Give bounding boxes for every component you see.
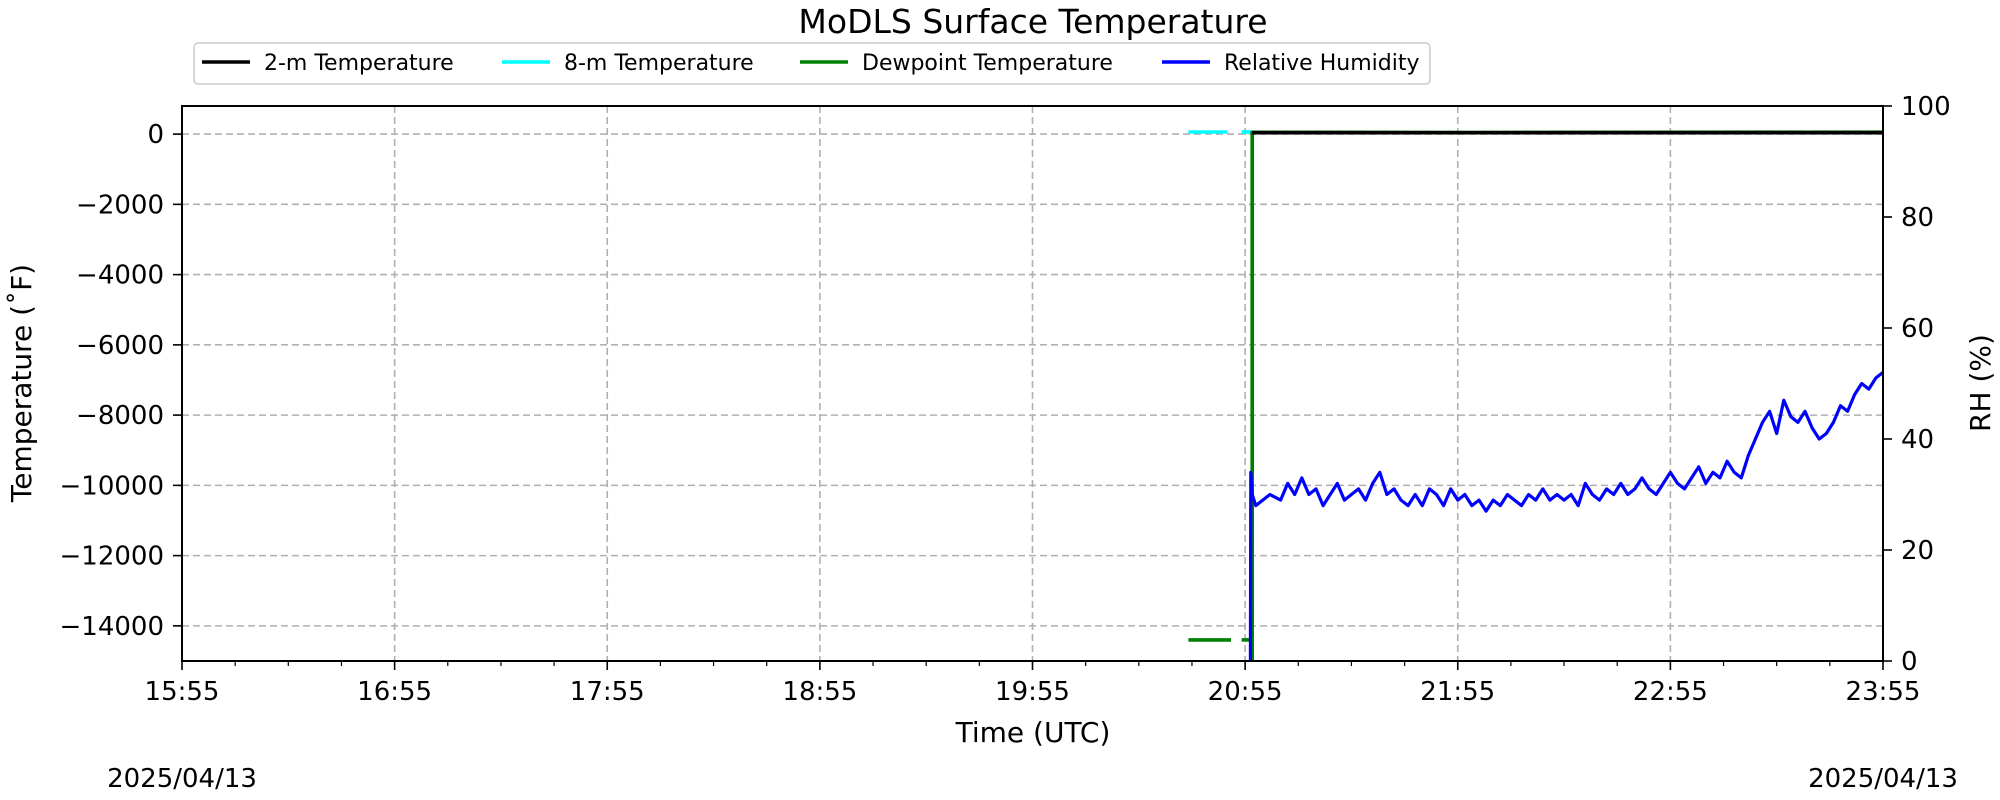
x-axis: 15:55 16:55 17:55 18:55 19:55 20:55 21:55 22:55… bbox=[145, 661, 1921, 707]
y2-tick-label: 100 bbox=[1901, 92, 1951, 122]
y-axis-label: Temperature (˚F) bbox=[5, 264, 38, 503]
date-left: 2025/04/13 bbox=[107, 764, 257, 794]
y2-axis-label: RH (%) bbox=[1964, 334, 1997, 432]
chart-title: MoDLS Surface Temperature bbox=[798, 2, 1267, 41]
grid-lines bbox=[182, 106, 1883, 661]
x-tick-label: 21:55 bbox=[1420, 677, 1495, 707]
y-tick-label: −6000 bbox=[76, 331, 164, 361]
y2-tick-label: 60 bbox=[1901, 314, 1934, 344]
legend-label: 2-m Temperature bbox=[264, 51, 454, 76]
x-tick-label: 19:55 bbox=[995, 677, 1070, 707]
x-axis-label: Time (UTC) bbox=[955, 716, 1111, 749]
x-tick-label: 22:55 bbox=[1633, 677, 1708, 707]
y2-tick-label: 80 bbox=[1901, 203, 1934, 233]
series-line-relative-humidity bbox=[1248, 371, 1884, 662]
y-axis-right: 0 20 40 60 80 100 bbox=[1883, 92, 1951, 677]
x-tick-label: 18:55 bbox=[782, 677, 857, 707]
y-tick-label: −14000 bbox=[60, 612, 165, 642]
date-right: 2025/04/13 bbox=[1808, 764, 1958, 794]
x-tick-label: 17:55 bbox=[570, 677, 645, 707]
legend-label: 8-m Temperature bbox=[564, 51, 754, 76]
y-tick-label: 0 bbox=[147, 120, 164, 150]
x-tick-label: 16:55 bbox=[357, 677, 432, 707]
x-tick-label: 23:55 bbox=[1846, 677, 1921, 707]
x-tick-label: 15:55 bbox=[145, 677, 220, 707]
y-tick-label: −8000 bbox=[76, 401, 164, 431]
y-tick-label: −10000 bbox=[60, 471, 165, 501]
x-tick-label: 20:55 bbox=[1208, 677, 1283, 707]
y-tick-label: −4000 bbox=[76, 261, 164, 291]
y-tick-label: −2000 bbox=[76, 190, 164, 220]
series-lines bbox=[1188, 130, 1884, 662]
series-line-dewpoint-temperature bbox=[1250, 130, 1883, 661]
y2-tick-label: 0 bbox=[1901, 647, 1918, 677]
y2-tick-label: 40 bbox=[1901, 425, 1934, 455]
y-axis-left: 0 −2000 −4000 −6000 −8000 −10000 −12000 −14000 bbox=[60, 120, 182, 642]
legend-label: Relative Humidity bbox=[1224, 51, 1419, 76]
y-tick-label: −12000 bbox=[60, 542, 165, 572]
legend-label: Dewpoint Temperature bbox=[862, 51, 1113, 76]
legend: 2-m Temperature 8-m Temperature Dewpoint T… bbox=[193, 42, 1431, 85]
y2-tick-label: 20 bbox=[1901, 536, 1934, 566]
